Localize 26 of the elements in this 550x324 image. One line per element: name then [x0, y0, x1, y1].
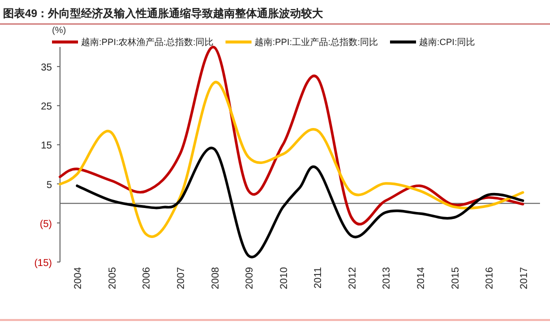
x-tick-label: 2015 [450, 266, 462, 290]
x-tick-label: 2012 [347, 266, 358, 290]
x-tick-label: 2009 [244, 266, 256, 290]
legend-label: 越南:PPI:工业产品:总指数:同比 [254, 37, 378, 47]
x-tick-label: 2004 [73, 266, 84, 290]
x-tick-label: 2016 [484, 266, 496, 290]
x-tick-label: 2011 [313, 266, 324, 289]
y-tick-label: 35 [40, 62, 52, 74]
line-series [76, 147, 524, 258]
x-tick-label: 2007 [176, 266, 187, 290]
legend-label: 越南:CPI:同比 [419, 37, 476, 47]
legend-label: 越南:PPI:农林渔产品:总指数:同比 [81, 37, 214, 47]
y-tick-label: (5) [40, 218, 52, 230]
x-tick-label: 2010 [278, 266, 290, 290]
y-axis-title: (%) [52, 25, 66, 35]
chart-title: 图表49：外向型经济及输入性通胀通缩导致越南整体通胀波动较大 [3, 7, 324, 20]
y-tick-label: (15) [34, 258, 52, 269]
y-tick-label: 15 [40, 140, 52, 152]
x-tick-label: 2014 [416, 266, 427, 290]
x-tick-label: 2005 [107, 266, 118, 290]
x-tick-label: 2017 [518, 266, 530, 290]
x-tick-label: 2013 [382, 266, 393, 290]
y-tick-label: 25 [40, 102, 52, 113]
x-tick-label: 2008 [210, 266, 222, 290]
x-tick-label: 2006 [142, 266, 153, 290]
y-tick-label: 5 [46, 180, 52, 191]
